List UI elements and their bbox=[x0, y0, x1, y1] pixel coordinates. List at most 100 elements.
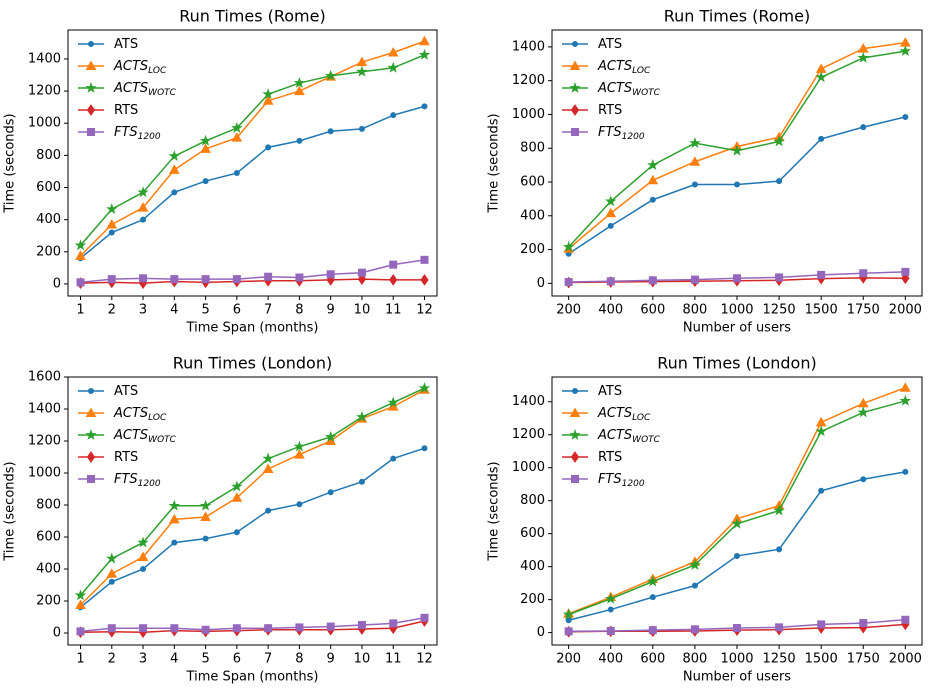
y-tick-label: 200 bbox=[36, 244, 61, 259]
x-tick-label: 1500 bbox=[805, 303, 838, 318]
y-tick-label: 800 bbox=[520, 141, 545, 156]
marker bbox=[137, 536, 149, 548]
x-tick-label: 1250 bbox=[763, 303, 796, 318]
marker bbox=[106, 218, 118, 229]
series-line bbox=[79, 389, 425, 606]
x-tick-label: 1500 bbox=[805, 652, 838, 667]
marker bbox=[295, 273, 304, 282]
marker bbox=[233, 170, 240, 177]
x-tick-label: 7 bbox=[264, 652, 272, 667]
marker bbox=[171, 539, 178, 546]
series-line bbox=[80, 259, 425, 284]
x-tick-label: 200 bbox=[556, 652, 581, 667]
y-tick-label: 1400 bbox=[512, 39, 545, 54]
marker bbox=[734, 552, 740, 559]
marker bbox=[606, 277, 615, 286]
marker bbox=[418, 382, 431, 394]
marker bbox=[572, 388, 578, 394]
legend-label: FTS1200 bbox=[114, 125, 161, 142]
marker bbox=[231, 132, 243, 142]
x-tick-label: 6 bbox=[233, 652, 241, 667]
y-tick-label: 400 bbox=[36, 212, 61, 227]
chart-title: Run Times (London) bbox=[173, 354, 332, 373]
marker bbox=[324, 430, 337, 442]
marker bbox=[231, 480, 243, 492]
legend-label: RTS bbox=[114, 103, 138, 118]
legend-name: ACTS bbox=[597, 406, 632, 421]
x-tick-label: 1250 bbox=[763, 652, 796, 667]
marker bbox=[818, 487, 825, 494]
y-axis-label: Time (seconds) bbox=[3, 113, 18, 213]
y-tick-label: 1000 bbox=[512, 460, 545, 475]
marker bbox=[201, 625, 210, 634]
axes-frame bbox=[551, 376, 923, 646]
marker bbox=[202, 535, 209, 542]
y-axis-label: Time (seconds) bbox=[3, 461, 18, 561]
marker bbox=[139, 274, 148, 283]
marker bbox=[390, 112, 397, 119]
marker bbox=[773, 135, 785, 147]
marker bbox=[108, 578, 115, 585]
y-tick-label: 200 bbox=[520, 592, 545, 607]
marker bbox=[168, 164, 180, 174]
marker bbox=[899, 37, 911, 47]
marker bbox=[420, 613, 429, 622]
marker bbox=[389, 260, 398, 269]
legend-subscript: WOTC bbox=[632, 88, 660, 98]
x-tick-label: 2000 bbox=[889, 303, 922, 318]
marker bbox=[901, 267, 910, 276]
x-axis-label: Time Span (months) bbox=[186, 670, 319, 685]
chart-title: Run Times (Rome) bbox=[179, 7, 325, 26]
marker bbox=[108, 229, 115, 236]
marker bbox=[296, 137, 303, 144]
marker bbox=[327, 489, 334, 496]
marker bbox=[137, 186, 149, 198]
legend-label: ACTSLOC bbox=[113, 59, 167, 76]
series-line bbox=[80, 278, 425, 284]
marker bbox=[358, 125, 365, 132]
marker bbox=[168, 499, 181, 511]
x-tick-label: 1750 bbox=[847, 652, 880, 667]
y-tick-label: 600 bbox=[36, 180, 61, 195]
legend-subscript: WOTC bbox=[632, 435, 660, 445]
marker bbox=[571, 475, 579, 483]
marker bbox=[571, 128, 579, 136]
marker bbox=[649, 594, 656, 601]
marker bbox=[389, 274, 398, 286]
marker bbox=[74, 589, 87, 601]
x-tick-label: 400 bbox=[598, 652, 623, 667]
marker bbox=[88, 388, 94, 394]
legend-name: ACTS bbox=[113, 81, 148, 96]
x-tick-label: 1 bbox=[76, 303, 84, 318]
marker bbox=[357, 621, 366, 629]
marker bbox=[731, 517, 743, 529]
x-tick-label: 3 bbox=[139, 303, 147, 318]
marker bbox=[231, 122, 243, 133]
marker bbox=[689, 558, 701, 570]
y-tick-label: 0 bbox=[53, 626, 61, 641]
marker bbox=[731, 144, 743, 156]
legend-subscript: WOTC bbox=[148, 435, 176, 445]
x-tick-label: 8 bbox=[295, 303, 303, 318]
marker bbox=[170, 275, 179, 284]
y-tick-label: 1600 bbox=[28, 370, 61, 385]
legend-label: ACTSLOC bbox=[113, 406, 167, 423]
legend-name: FTS bbox=[598, 125, 622, 140]
marker bbox=[387, 46, 399, 57]
marker bbox=[689, 156, 701, 166]
marker bbox=[564, 277, 573, 286]
legend-label: ACTSWOTC bbox=[597, 81, 661, 98]
legend-label: ACTSWOTC bbox=[113, 81, 177, 98]
marker bbox=[86, 451, 96, 463]
legend-name: ACTS bbox=[597, 428, 632, 443]
marker bbox=[87, 475, 95, 483]
legend-name: FTS bbox=[598, 472, 622, 487]
marker bbox=[899, 394, 912, 406]
marker bbox=[776, 546, 783, 553]
marker bbox=[356, 410, 368, 422]
marker bbox=[418, 48, 431, 60]
axes-frame bbox=[67, 376, 438, 646]
marker bbox=[569, 81, 581, 93]
marker bbox=[107, 275, 116, 284]
x-axis-label: Number of users bbox=[683, 321, 791, 336]
